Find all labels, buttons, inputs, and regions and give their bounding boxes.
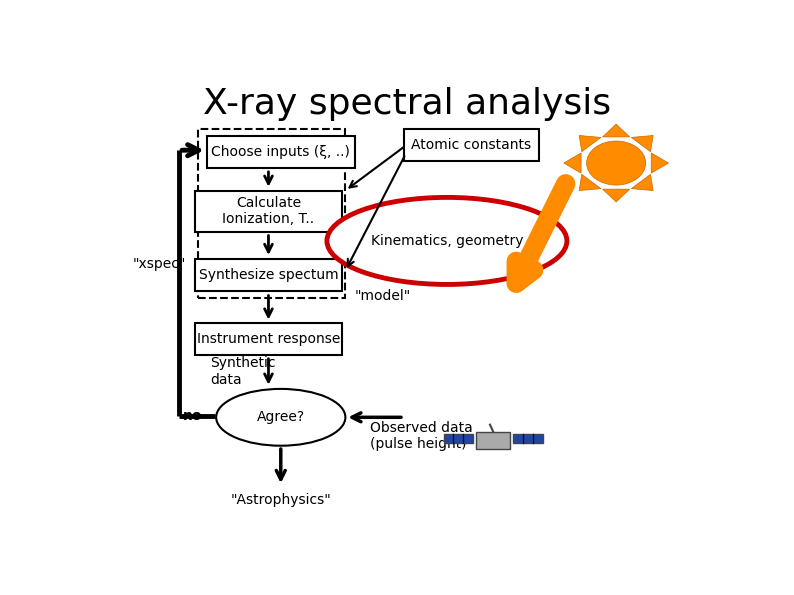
Bar	[195, 190, 342, 232]
Bar	[513, 434, 542, 443]
Circle shape	[587, 141, 646, 185]
Polygon shape	[603, 189, 630, 202]
Bar	[207, 136, 355, 168]
Polygon shape	[631, 174, 653, 190]
Ellipse shape	[327, 198, 567, 284]
Text: "Astrophysics": "Astrophysics"	[230, 493, 331, 507]
Polygon shape	[631, 136, 653, 152]
Text: X-ray spectral analysis: X-ray spectral analysis	[202, 87, 611, 121]
Polygon shape	[579, 174, 601, 190]
Text: Kinematics, geometry: Kinematics, geometry	[371, 234, 523, 248]
Text: "xspec": "xspec"	[133, 257, 187, 271]
Polygon shape	[651, 153, 669, 173]
Text: no: no	[183, 409, 202, 423]
Text: Calculate
Ionization, T..: Calculate Ionization, T..	[222, 196, 314, 226]
Ellipse shape	[216, 389, 345, 446]
Polygon shape	[564, 153, 581, 173]
Polygon shape	[603, 124, 630, 137]
Text: Synthetic
data: Synthetic data	[210, 356, 276, 387]
Bar	[476, 431, 510, 449]
Text: Synthesize spectum: Synthesize spectum	[198, 268, 338, 282]
Text: Instrument response: Instrument response	[197, 333, 340, 346]
Text: "model": "model"	[355, 289, 410, 303]
Bar	[195, 259, 342, 292]
Bar	[404, 129, 539, 161]
Text: Agree?: Agree?	[256, 411, 305, 424]
Bar	[195, 324, 342, 355]
Polygon shape	[579, 136, 601, 152]
Bar	[198, 129, 345, 298]
Text: Choose inputs (ξ, ..): Choose inputs (ξ, ..)	[211, 145, 350, 159]
Bar	[444, 434, 473, 443]
Text: Atomic constants: Atomic constants	[411, 137, 532, 152]
Text: Observed data
(pulse height): Observed data (pulse height)	[370, 421, 472, 451]
